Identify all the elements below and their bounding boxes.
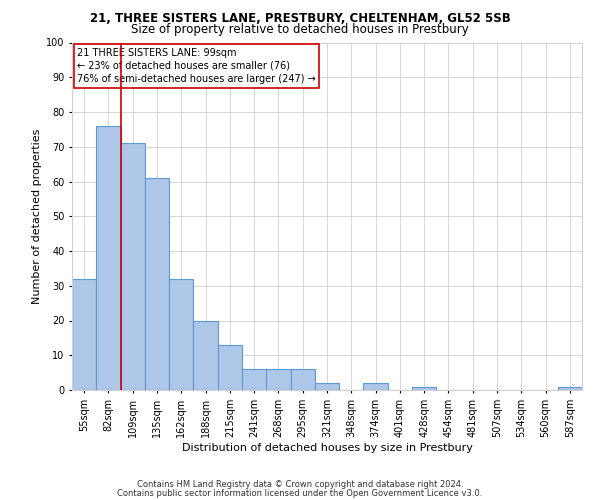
Bar xyxy=(558,386,582,390)
Bar xyxy=(218,345,242,390)
Text: 21, THREE SISTERS LANE, PRESTBURY, CHELTENHAM, GL52 5SB: 21, THREE SISTERS LANE, PRESTBURY, CHELT… xyxy=(89,12,511,26)
Text: Contains HM Land Registry data © Crown copyright and database right 2024.: Contains HM Land Registry data © Crown c… xyxy=(137,480,463,489)
Y-axis label: Number of detached properties: Number of detached properties xyxy=(32,128,42,304)
Text: Contains public sector information licensed under the Open Government Licence v3: Contains public sector information licen… xyxy=(118,488,482,498)
Bar xyxy=(121,144,145,390)
Text: Size of property relative to detached houses in Prestbury: Size of property relative to detached ho… xyxy=(131,22,469,36)
Bar xyxy=(266,369,290,390)
Bar xyxy=(364,383,388,390)
Bar xyxy=(145,178,169,390)
Bar xyxy=(72,279,96,390)
Bar xyxy=(193,320,218,390)
Bar xyxy=(96,126,121,390)
X-axis label: Distribution of detached houses by size in Prestbury: Distribution of detached houses by size … xyxy=(182,442,472,452)
Bar xyxy=(242,369,266,390)
Bar xyxy=(315,383,339,390)
Bar xyxy=(169,279,193,390)
Text: 21 THREE SISTERS LANE: 99sqm
← 23% of detached houses are smaller (76)
76% of se: 21 THREE SISTERS LANE: 99sqm ← 23% of de… xyxy=(77,48,316,84)
Bar xyxy=(290,369,315,390)
Bar xyxy=(412,386,436,390)
